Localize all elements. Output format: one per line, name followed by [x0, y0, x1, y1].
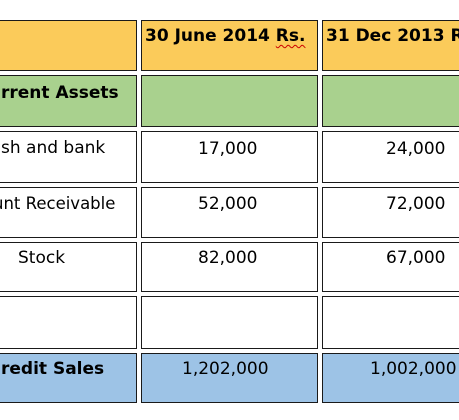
row-cash-col2-value: 24,000 — [386, 139, 446, 159]
row-receivable-col1: 52,000 — [141, 187, 318, 238]
row-empty-col2 — [322, 296, 459, 349]
header-col2-cell: 31 Dec 2013 R — [322, 20, 459, 71]
row-credit-sales-label: redit Sales — [1, 359, 105, 379]
row-current-assets-col1 — [141, 75, 318, 127]
header-col1-unit: Rs. — [275, 26, 306, 46]
row-empty-col1 — [141, 296, 318, 349]
row-current-assets-label-cell: rrent Assets — [0, 75, 137, 127]
row-cash-col1-value: 17,000 — [198, 139, 258, 159]
row-stock-col2-value: 67,000 — [386, 248, 446, 268]
row-credit-sales-col2-value: 1,002,000 — [370, 359, 457, 379]
row-credit-sales-col1-value: 1,202,000 — [182, 359, 269, 379]
row-cash-label-cell: sh and bank — [0, 131, 137, 183]
row-stock-col1: 82,000 — [141, 242, 318, 292]
header-col1-cell: 30 June 2014 Rs. — [141, 20, 318, 71]
row-cash-col2: 24,000 — [322, 131, 459, 183]
row-empty-label-cell — [0, 296, 137, 349]
row-current-assets-label: rrent Assets — [1, 83, 119, 103]
header-col2: 31 Dec 2013 R — [326, 26, 459, 46]
row-stock-col2: 67,000 — [322, 242, 459, 292]
header-label-cell — [0, 20, 137, 71]
row-receivable-label: unt Receivable — [0, 194, 116, 213]
row-cash-col1: 17,000 — [141, 131, 318, 183]
row-credit-sales-label-cell: redit Sales — [0, 353, 137, 403]
row-receivable-col1-value: 52,000 — [198, 194, 258, 214]
row-receivable-col2-value: 72,000 — [386, 194, 446, 214]
row-cash-label: sh and bank — [1, 138, 106, 158]
row-stock-label-cell: Stock — [0, 242, 137, 292]
row-receivable-label-cell: unt Receivable — [0, 187, 137, 238]
row-credit-sales-col1: 1,202,000 — [141, 353, 318, 403]
row-stock-label: Stock — [18, 248, 66, 268]
row-current-assets-col2 — [322, 75, 459, 127]
row-stock-col1-value: 82,000 — [198, 248, 258, 268]
header-col1-date: 30 June 2014 — [145, 26, 270, 46]
row-receivable-col2: 72,000 — [322, 187, 459, 238]
row-credit-sales-col2: 1,002,000 — [322, 353, 459, 403]
